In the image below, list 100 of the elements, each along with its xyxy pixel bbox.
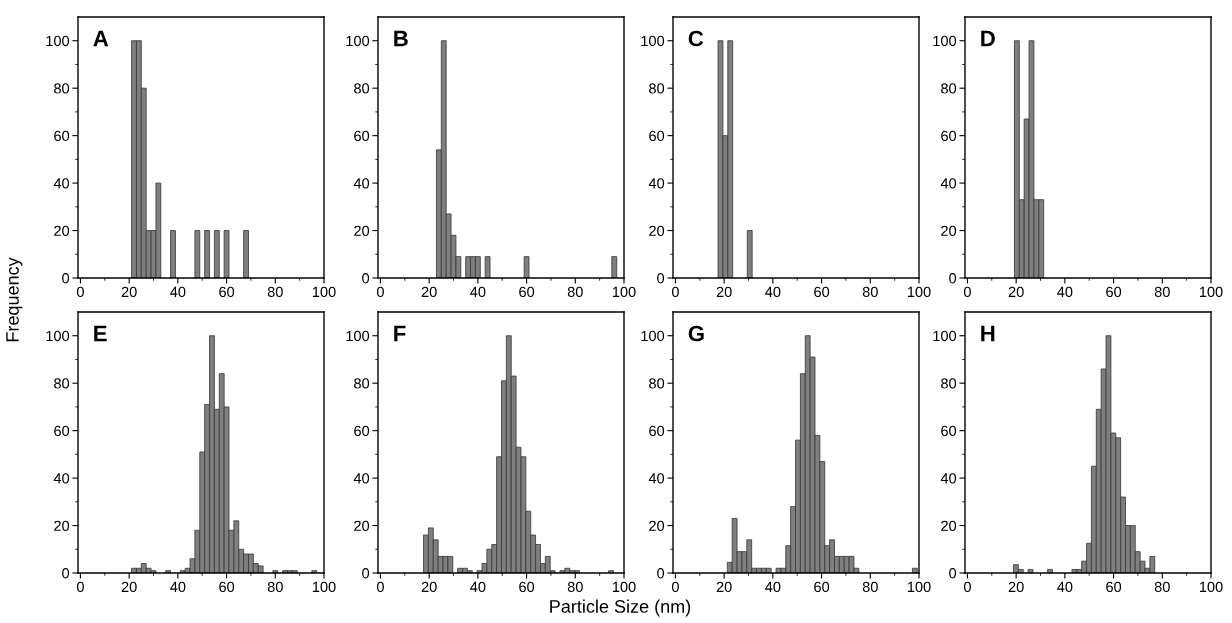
annotation: D — [981, 30, 995, 47]
y-tick-label: 20 — [354, 225, 370, 236]
annotation: F — [394, 325, 406, 342]
x-tick-label: 80 — [567, 286, 583, 298]
x-tick-label: 0 — [76, 286, 84, 298]
x-tick-label: 0 — [963, 286, 971, 298]
x-tick-label: 60 — [814, 286, 830, 298]
y-tick-label: 80 — [354, 83, 370, 94]
x-tick-label: 40 — [765, 581, 781, 593]
y-tick-label: 20 — [649, 225, 665, 236]
x-tick-label: 100 — [907, 581, 931, 593]
y-tick-label: 100 — [933, 330, 957, 342]
x-tick-label: 60 — [814, 581, 830, 593]
y-tick-label: 80 — [649, 378, 665, 389]
x-tick-label: 60 — [219, 286, 235, 298]
x-tick-label: 100 — [312, 286, 336, 298]
y-tick-label: 80 — [941, 83, 957, 94]
x-tick-label: 20 — [121, 286, 137, 298]
y-tick-label: 40 — [53, 473, 70, 484]
y-tick-label: 60 — [54, 425, 70, 437]
y-tick-label: 0 — [949, 273, 957, 284]
y-tick-label: 40 — [353, 178, 370, 189]
y-tick-label: 100 — [641, 330, 665, 342]
x-tick-label: 20 — [1008, 286, 1024, 298]
y-tick-label: 40 — [648, 473, 665, 484]
x-tick-label: 20 — [1008, 581, 1024, 593]
y-tick-label: 60 — [354, 425, 370, 437]
y-tick-label: 100 — [346, 35, 370, 47]
x-tick-label: 0 — [76, 581, 84, 593]
x-tick-label: 0 — [376, 581, 384, 593]
y-tick-label: 40 — [53, 178, 70, 189]
y-tick-label: 20 — [941, 520, 957, 531]
y-tick-label: 100 — [933, 35, 957, 47]
x-tick-label: 0 — [671, 286, 679, 298]
y-tick-label: 60 — [54, 130, 70, 142]
y-tick-label: 60 — [649, 425, 665, 437]
x-tick-label: 20 — [716, 286, 732, 298]
y-tick-label: 100 — [46, 35, 70, 47]
x-tick-label: 40 — [470, 581, 486, 593]
y-tick-label: 40 — [353, 473, 370, 484]
x-tick-label: 80 — [1154, 286, 1170, 298]
x-tick-label: 0 — [671, 581, 679, 593]
y-tick-label: 60 — [941, 425, 957, 437]
y-tick-label: 80 — [354, 378, 370, 389]
x-tick-label: 40 — [1057, 286, 1073, 298]
x-tick-label: 40 — [1057, 581, 1073, 593]
x-tick-label: 80 — [1154, 581, 1170, 593]
annotation: A — [93, 30, 109, 47]
y-tick-label: 100 — [641, 35, 665, 47]
x-tick-label: 0 — [376, 286, 384, 298]
y-tick-label: 0 — [949, 568, 957, 579]
x-tick-label: 60 — [1106, 581, 1122, 593]
y-tick-label: 80 — [941, 378, 957, 389]
y-tick-label: 0 — [657, 568, 665, 579]
x-tick-label: 20 — [421, 581, 437, 593]
y-tick-label: 0 — [657, 273, 665, 284]
x-tick-label: 100 — [1199, 581, 1223, 593]
y-tick-label: 0 — [362, 273, 370, 284]
y-axis-title: Frequency — [6, 257, 23, 342]
x-tick-label: 100 — [1199, 286, 1223, 298]
x-tick-label: 40 — [470, 286, 486, 298]
x-tick-label: 100 — [907, 286, 931, 298]
x-tick-label: 20 — [421, 286, 437, 298]
x-tick-label: 0 — [963, 581, 971, 593]
y-tick-label: 0 — [62, 568, 70, 579]
annotation: B — [394, 30, 408, 47]
x-tick-label: 60 — [1106, 286, 1122, 298]
x-tick-label: 40 — [170, 286, 186, 298]
y-tick-label: 20 — [941, 225, 957, 236]
annotation: C — [688, 30, 704, 47]
x-tick-label: 60 — [519, 286, 535, 298]
annotation: E — [94, 325, 107, 342]
y-tick-label: 40 — [940, 473, 957, 484]
y-tick-label: 20 — [354, 520, 370, 531]
y-tick-label: 80 — [649, 83, 665, 94]
y-tick-label: 100 — [46, 330, 70, 342]
x-tick-label: 100 — [612, 286, 636, 298]
y-tick-label: 60 — [354, 130, 370, 142]
x-tick-label: 20 — [121, 581, 137, 593]
y-tick-label: 0 — [362, 568, 370, 579]
x-tick-label: 40 — [765, 286, 781, 298]
y-tick-label: 100 — [346, 330, 370, 342]
x-tick-label: 80 — [267, 581, 283, 593]
x-tick-label: 80 — [567, 581, 583, 593]
y-tick-label: 20 — [54, 520, 70, 531]
y-tick-label: 80 — [54, 378, 70, 389]
y-tick-label: 20 — [649, 520, 665, 531]
x-tick-label: 40 — [170, 581, 186, 593]
x-tick-label: 80 — [862, 581, 878, 593]
x-tick-label: 100 — [612, 581, 636, 593]
y-tick-label: 80 — [54, 83, 70, 94]
annotation: H — [981, 325, 995, 342]
x-tick-label: 20 — [716, 581, 732, 593]
x-tick-label: 100 — [312, 581, 336, 593]
y-tick-label: 40 — [940, 178, 957, 189]
y-tick-label: 40 — [648, 178, 665, 189]
annotation: G — [688, 325, 704, 342]
y-tick-label: 0 — [62, 273, 70, 284]
x-tick-label: 60 — [519, 581, 535, 593]
y-tick-label: 60 — [649, 130, 665, 142]
